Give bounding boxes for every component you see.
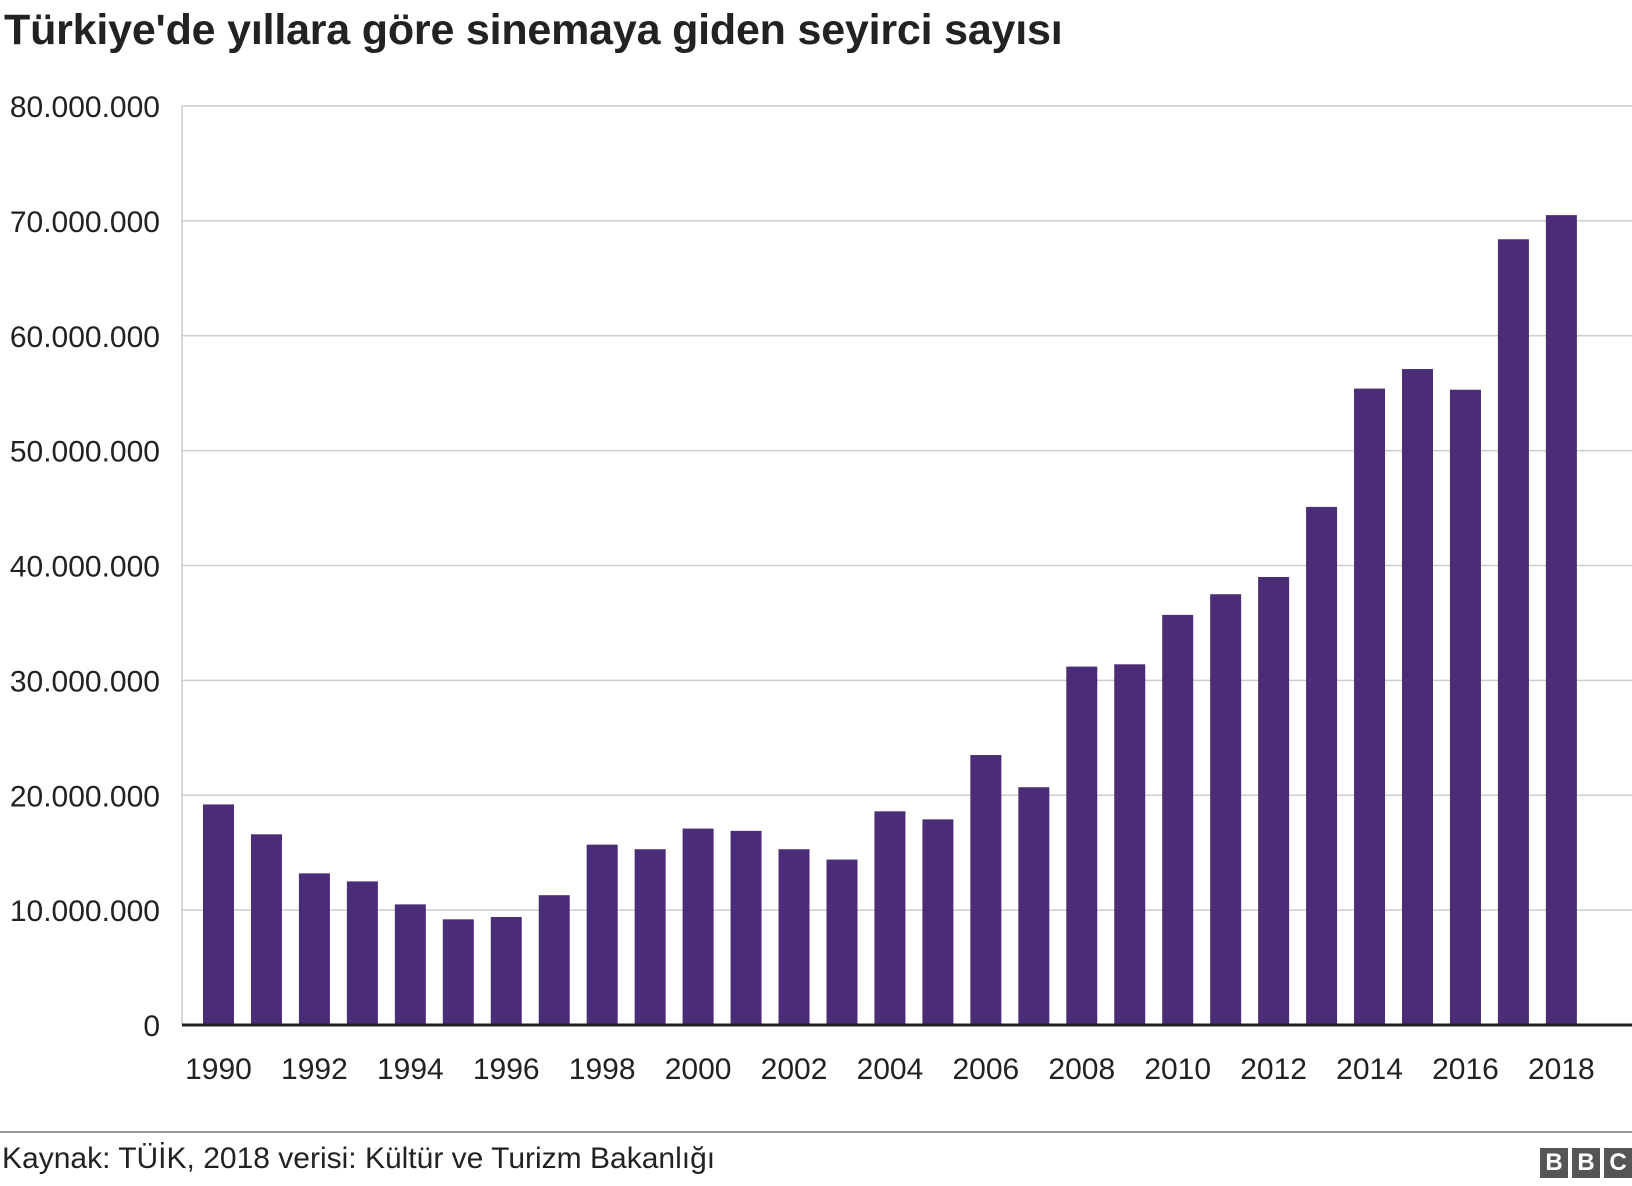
x-axis-tick-labels: 1990 1992 1994 1996 1998 2000 2002 2004 2006 2008…	[185, 1053, 1595, 1086]
y-tick-label: 10.000.000	[10, 895, 160, 928]
bar-2010	[1162, 614, 1194, 1025]
y-axis-tick-labels: 0 10.000.000 20.000.000 30.000.000 40.000.00…	[10, 91, 160, 1043]
bar-1996	[490, 917, 522, 1025]
bbc-logo-block: C	[1604, 1148, 1632, 1178]
x-tick-label: 2010	[1144, 1053, 1211, 1086]
bar-1993	[346, 881, 378, 1025]
x-tick-label: 2000	[665, 1053, 732, 1086]
bar-2007	[1018, 787, 1050, 1025]
bar-1995	[442, 919, 474, 1025]
bar-2009	[1114, 664, 1146, 1025]
bar-2015	[1402, 369, 1433, 1026]
chart-title: Türkiye'de yıllara göre sinemaya giden s…	[4, 6, 1063, 54]
bar-1994	[394, 904, 426, 1025]
bar-2016	[1449, 389, 1481, 1026]
bar-2008	[1066, 666, 1098, 1025]
bar-2000	[682, 828, 714, 1025]
x-tick-label: 1990	[185, 1053, 252, 1086]
bar-2001	[730, 830, 762, 1025]
x-tick-label: 2006	[952, 1053, 1019, 1086]
x-tick-label: 1998	[569, 1053, 636, 1086]
bar-2011	[1210, 594, 1242, 1025]
x-tick-label: 2002	[761, 1053, 828, 1086]
x-tick-label: 2008	[1048, 1053, 1115, 1086]
y-tick-label: 40.000.000	[10, 551, 160, 584]
bbc-logo: B B C	[1540, 1148, 1632, 1178]
bar-2003	[826, 859, 858, 1025]
bar-2005	[922, 819, 954, 1025]
bbc-logo-block: B	[1572, 1148, 1600, 1178]
x-tick-label: 1994	[377, 1053, 444, 1086]
x-tick-label: 1996	[473, 1053, 540, 1086]
y-tick-label: 60.000.000	[10, 321, 160, 354]
bar-1991	[250, 834, 282, 1025]
x-tick-label: 2014	[1336, 1053, 1403, 1086]
y-tick-label: 0	[143, 1010, 160, 1043]
x-tick-label: 2018	[1528, 1053, 1595, 1086]
x-tick-label: 1992	[281, 1053, 348, 1086]
y-tick-label: 20.000.000	[10, 780, 160, 813]
bar-chart: 0 10.000.000 20.000.000 30.000.000 40.000.00…	[10, 91, 1632, 1086]
y-tick-label: 30.000.000	[10, 665, 160, 698]
bar-2004	[874, 811, 906, 1025]
bbc-logo-block: B	[1540, 1148, 1568, 1178]
bar-1990	[203, 804, 234, 1025]
bar-1999	[634, 849, 666, 1025]
y-tick-label: 70.000.000	[10, 206, 160, 239]
footer-divider	[0, 1131, 1632, 1133]
bar-2017	[1497, 239, 1529, 1025]
y-tick-label: 50.000.000	[10, 436, 160, 469]
source-note: Kaynak: TÜİK, 2018 verisi: Kültür ve Tur…	[2, 1142, 716, 1175]
bar-2014	[1354, 388, 1386, 1025]
x-tick-label: 2004	[857, 1053, 924, 1086]
bar-2006	[970, 755, 1002, 1025]
bar-1998	[586, 844, 618, 1025]
bar-2018	[1545, 215, 1577, 1026]
bar-2013	[1306, 506, 1338, 1025]
y-tick-label: 80.000.000	[10, 91, 160, 124]
x-tick-label: 2012	[1240, 1053, 1307, 1086]
bar-1997	[538, 895, 570, 1025]
bar-2002	[778, 849, 810, 1025]
x-tick-label: 2016	[1432, 1053, 1499, 1086]
bars	[203, 215, 1577, 1026]
bar-2012	[1258, 576, 1290, 1025]
bar-1992	[298, 873, 330, 1025]
